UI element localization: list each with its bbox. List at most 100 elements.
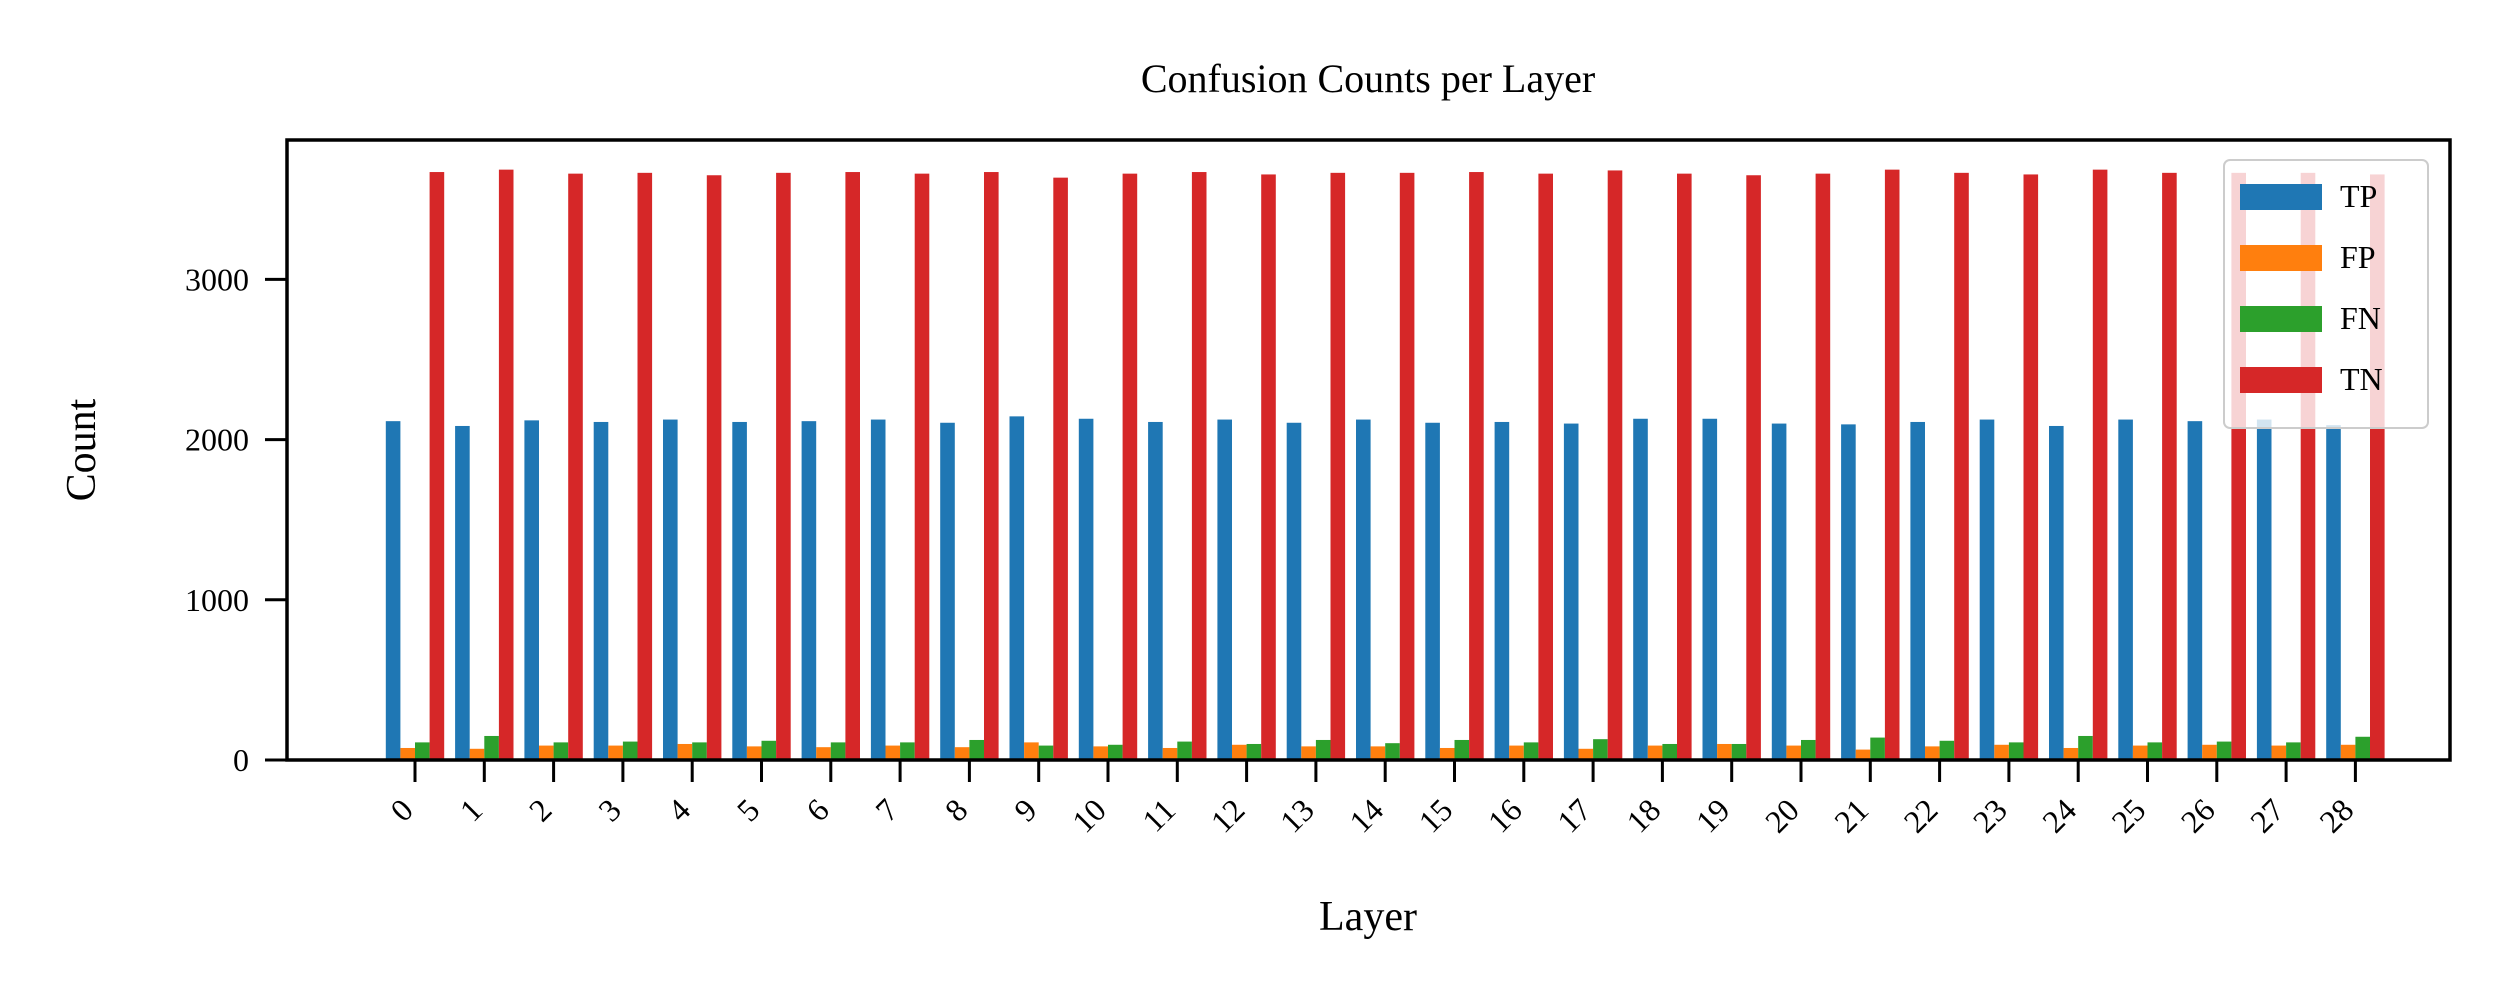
x-tick-label: 25 — [2104, 791, 2152, 839]
bar-fn-layer-22 — [1939, 740, 1955, 760]
bar-fp-layer-28 — [2340, 744, 2356, 760]
x-tick-label: 0 — [383, 791, 420, 828]
bar-tn-layer-16 — [1538, 173, 1553, 760]
bar-tn-layer-9 — [1053, 177, 1068, 760]
bar-tn-layer-24 — [2092, 169, 2108, 760]
bar-fp-layer-20 — [1786, 745, 1801, 760]
bar-fp-layer-26 — [2202, 744, 2217, 760]
bar-tn-layer-10 — [1122, 173, 1138, 760]
bar-fp-layer-21 — [1855, 749, 1871, 760]
bar-tp-layer-11 — [1148, 421, 1163, 760]
legend-swatch-fp — [2240, 245, 2322, 271]
x-tick-label: 13 — [1273, 791, 1321, 839]
bar-tp-layer-7 — [870, 419, 886, 760]
bar-tn-layer-19 — [1746, 175, 1761, 760]
x-tick-label: 22 — [1896, 791, 1944, 839]
bar-fp-layer-12 — [1232, 744, 1247, 760]
bar-tp-layer-27 — [2256, 419, 2272, 760]
bar-tn-layer-6 — [845, 172, 860, 761]
bar-fn-layer-19 — [1731, 743, 1747, 760]
legend-label-tn: TN — [2340, 361, 2383, 397]
bar-fp-layer-7 — [885, 745, 901, 760]
chart-title: Confusion Counts per Layer — [1141, 56, 1595, 101]
bar-tn-layer-15 — [1469, 172, 1484, 761]
bar-tn-layer-5 — [776, 172, 791, 761]
bar-fn-layer-12 — [1246, 743, 1262, 760]
bar-tp-layer-3 — [593, 421, 609, 760]
bar-fn-layer-8 — [969, 739, 984, 760]
bar-tp-layer-13 — [1286, 422, 1302, 760]
y-tick-label: 0 — [233, 742, 249, 778]
x-tick-label: 7 — [868, 791, 905, 828]
x-tick-label: 11 — [1135, 791, 1182, 838]
x-tick-label: 9 — [1007, 791, 1044, 828]
bar-tn-layer-7 — [914, 173, 930, 760]
bar-tp-layer-6 — [801, 421, 817, 760]
x-tick-label: 23 — [1966, 791, 2014, 839]
bar-tp-layer-16 — [1494, 421, 1510, 760]
y-tick-label: 3000 — [185, 261, 249, 297]
bar-fp-layer-24 — [2063, 747, 2079, 760]
bar-tn-layer-13 — [1330, 172, 1346, 761]
bar-tn-layer-17 — [1607, 170, 1623, 760]
bar-tp-layer-17 — [1563, 423, 1579, 760]
bar-tp-layer-19 — [1702, 418, 1718, 760]
bar-tp-layer-21 — [1841, 424, 1856, 760]
x-tick-label: 5 — [730, 791, 767, 828]
bar-tp-layer-9 — [1009, 416, 1025, 760]
legend-label-fn: FN — [2340, 300, 2381, 336]
bar-tn-layer-25 — [2162, 172, 2177, 761]
bar-fn-layer-9 — [1038, 745, 1054, 760]
bar-tp-layer-26 — [2187, 421, 2203, 760]
bar-fn-layer-23 — [2008, 742, 2024, 760]
x-tick-label: 18 — [1619, 791, 1667, 839]
bar-tp-layer-2 — [524, 420, 539, 760]
bar-fp-layer-10 — [1093, 746, 1108, 760]
bar-fp-layer-18 — [1647, 745, 1663, 760]
x-tick-label: 16 — [1481, 791, 1529, 839]
bar-fp-layer-15 — [1439, 747, 1455, 760]
x-tick-label: 17 — [1550, 791, 1598, 839]
bar-fn-layer-7 — [900, 742, 915, 760]
x-axis-label: Layer — [1319, 894, 1417, 940]
bar-fp-layer-17 — [1578, 748, 1594, 760]
x-tick-label: 4 — [660, 791, 697, 828]
bar-tn-layer-4 — [706, 175, 722, 760]
x-tick-label: 8 — [938, 791, 975, 828]
bar-tn-layer-12 — [1261, 174, 1276, 760]
bar-fp-layer-9 — [1024, 742, 1039, 760]
bar-fn-layer-14 — [1385, 743, 1400, 760]
x-tick-label: 19 — [1689, 791, 1737, 839]
bar-fn-layer-4 — [692, 742, 707, 760]
x-axis-ticks: 0 1 2 3 4 5 6 7 8 9 10 11 12 13 14 15 16 17 18 19 20 21 22 23 24… — [383, 760, 2360, 840]
bar-fp-layer-27 — [2271, 745, 2287, 760]
x-tick-label: 24 — [2035, 791, 2083, 839]
bar-fn-layer-2 — [553, 742, 569, 760]
x-tick-label: 10 — [1065, 791, 1113, 839]
x-tick-label: 27 — [2243, 791, 2291, 839]
bar-tp-layer-10 — [1078, 418, 1094, 760]
bars-group — [385, 169, 2385, 761]
bar-tp-layer-5 — [732, 421, 747, 760]
bar-fp-layer-13 — [1301, 746, 1316, 760]
bar-fn-layer-16 — [1523, 742, 1539, 760]
y-axis-label: Count — [59, 398, 105, 501]
bar-fn-layer-3 — [622, 741, 638, 760]
x-tick-label: 2 — [522, 791, 559, 828]
bar-tn-layer-14 — [1399, 172, 1415, 761]
bar-fn-layer-18 — [1662, 743, 1677, 760]
bar-fn-layer-17 — [1593, 739, 1608, 760]
bar-fp-layer-4 — [677, 743, 693, 760]
bar-fp-layer-0 — [400, 747, 415, 760]
bar-fn-layer-21 — [1870, 737, 1885, 760]
bar-tp-layer-22 — [1910, 421, 1925, 760]
x-tick-label: 3 — [591, 791, 628, 828]
bar-tn-layer-3 — [637, 172, 653, 761]
bar-fn-layer-13 — [1315, 739, 1331, 760]
bar-tn-layer-22 — [1954, 172, 1969, 761]
bar-fp-layer-11 — [1162, 747, 1178, 760]
bar-tp-layer-4 — [663, 419, 678, 760]
bar-fn-layer-27 — [2286, 742, 2301, 760]
legend-swatch-tp — [2240, 184, 2322, 210]
